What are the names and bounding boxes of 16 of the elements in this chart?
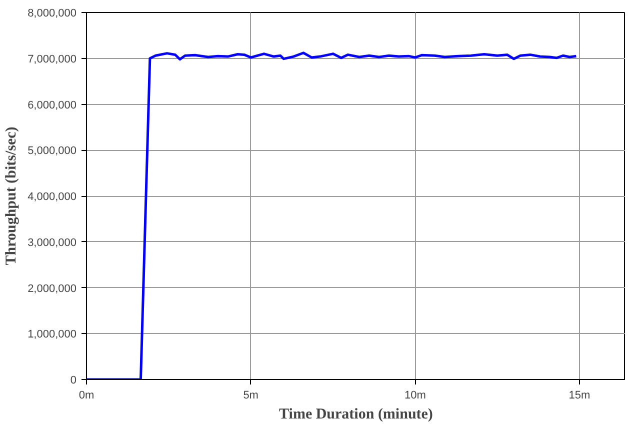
y-tick-label: 0 (70, 374, 77, 386)
x-tick-label: 5m (243, 390, 258, 402)
y-tick-label: 6,000,000 (28, 99, 76, 112)
line-series (86, 52, 578, 380)
y-tick-label: 2,000,000 (28, 282, 76, 295)
y-tick-label: 7,000,000 (28, 53, 76, 66)
y-tick-label: 3,000,000 (28, 236, 76, 249)
y-tick-label: 4,000,000 (28, 191, 76, 203)
x-tick-label: 15m (568, 390, 590, 402)
x-tick-label: 0m (78, 390, 94, 402)
x-tick-label: 10m (404, 390, 426, 402)
y-tick-label: 1,000,000 (28, 328, 76, 341)
y-tick-label: 8,000,000 (28, 8, 76, 20)
x-axis-title: Time Duration (minute) (279, 406, 433, 422)
y-tick-label: 5,000,000 (28, 145, 76, 158)
y-axis-title: Throughput (bits/sec) (4, 126, 20, 266)
